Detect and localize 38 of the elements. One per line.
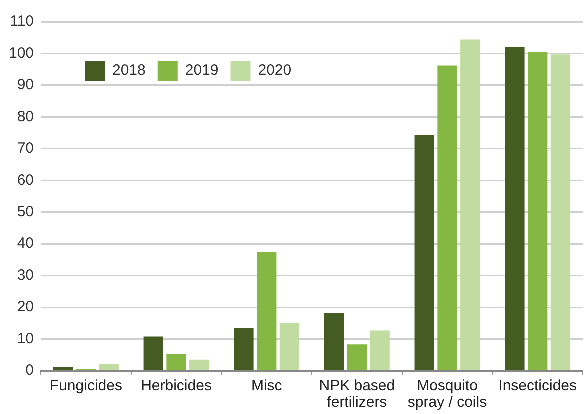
bar bbox=[550, 54, 571, 370]
y-tick-label: 40 bbox=[17, 235, 34, 252]
bar bbox=[505, 47, 525, 370]
bar bbox=[257, 252, 277, 370]
y-tick-label: 60 bbox=[17, 172, 34, 189]
bar bbox=[324, 313, 344, 370]
legend-label: 2020 bbox=[258, 62, 292, 80]
bar bbox=[438, 66, 458, 370]
x-tick-label: Insecticides bbox=[498, 377, 578, 394]
x-tick-label: Misc bbox=[251, 377, 283, 394]
y-tick-label: 30 bbox=[17, 266, 34, 284]
bar bbox=[190, 360, 210, 370]
legend-label: 2019 bbox=[185, 62, 219, 80]
y-tick-label: 10 bbox=[17, 330, 34, 348]
y-tick-label: 80 bbox=[17, 108, 34, 126]
bar bbox=[460, 40, 480, 370]
x-tick-label: Herbicides bbox=[141, 377, 212, 394]
bar bbox=[528, 52, 548, 370]
y-tick-label: 20 bbox=[17, 298, 34, 316]
bar bbox=[234, 328, 254, 370]
bar bbox=[280, 323, 300, 370]
bar bbox=[99, 364, 119, 370]
y-tick-label: 90 bbox=[17, 76, 34, 94]
y-tick-label: 70 bbox=[17, 140, 34, 158]
y-tick-label: 100 bbox=[8, 44, 34, 62]
y-tick-label: 0 bbox=[26, 362, 34, 380]
x-tick-label: NPK based fertilizers bbox=[319, 377, 396, 411]
bar bbox=[144, 336, 164, 370]
y-tick-label: 110 bbox=[10, 13, 34, 30]
bar bbox=[166, 354, 186, 370]
bar bbox=[370, 330, 390, 370]
y-tick-label: 50 bbox=[17, 204, 34, 221]
x-tick-label: Mosquito spray / coils bbox=[408, 377, 488, 411]
x-tick-label: Fungicides bbox=[50, 377, 122, 394]
bar bbox=[347, 344, 368, 370]
bar bbox=[53, 367, 74, 370]
bar bbox=[414, 135, 434, 370]
legend-label: 2018 bbox=[112, 62, 146, 80]
